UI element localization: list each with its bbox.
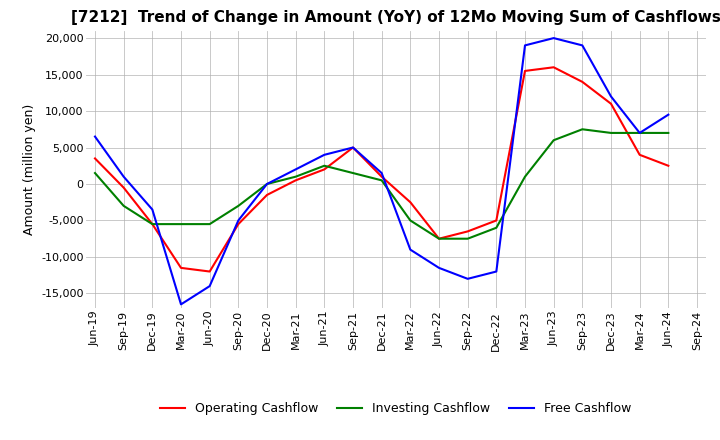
Free Cashflow xyxy=(521,43,529,48)
Investing Cashflow xyxy=(607,130,616,136)
Operating Cashflow xyxy=(521,68,529,73)
Operating Cashflow xyxy=(120,185,128,190)
Operating Cashflow xyxy=(377,174,386,180)
Free Cashflow xyxy=(377,170,386,176)
Free Cashflow xyxy=(320,152,328,158)
Operating Cashflow xyxy=(234,221,243,227)
Legend: Operating Cashflow, Investing Cashflow, Free Cashflow: Operating Cashflow, Investing Cashflow, … xyxy=(156,397,636,420)
Free Cashflow xyxy=(205,283,214,289)
Investing Cashflow xyxy=(664,130,672,136)
Investing Cashflow xyxy=(406,218,415,223)
Operating Cashflow xyxy=(635,152,644,158)
Free Cashflow xyxy=(91,134,99,139)
Title: [7212]  Trend of Change in Amount (YoY) of 12Mo Moving Sum of Cashflows: [7212] Trend of Change in Amount (YoY) o… xyxy=(71,11,720,26)
Investing Cashflow xyxy=(320,163,328,169)
Operating Cashflow xyxy=(91,156,99,161)
Operating Cashflow xyxy=(205,269,214,274)
Operating Cashflow xyxy=(549,65,558,70)
Free Cashflow xyxy=(292,167,300,172)
Operating Cashflow xyxy=(492,218,500,223)
Operating Cashflow xyxy=(464,229,472,234)
Operating Cashflow xyxy=(176,265,185,271)
Investing Cashflow xyxy=(234,203,243,209)
Investing Cashflow xyxy=(521,174,529,180)
Operating Cashflow xyxy=(406,200,415,205)
Free Cashflow xyxy=(263,181,271,187)
Free Cashflow xyxy=(435,265,444,271)
Free Cashflow xyxy=(607,94,616,99)
Free Cashflow xyxy=(578,43,587,48)
Operating Cashflow xyxy=(292,178,300,183)
Investing Cashflow xyxy=(91,170,99,176)
Investing Cashflow xyxy=(292,174,300,180)
Free Cashflow xyxy=(176,302,185,307)
Operating Cashflow xyxy=(348,145,357,150)
Investing Cashflow xyxy=(205,221,214,227)
Free Cashflow xyxy=(406,247,415,252)
Free Cashflow xyxy=(120,174,128,180)
Line: Free Cashflow: Free Cashflow xyxy=(95,38,668,304)
Operating Cashflow xyxy=(664,163,672,169)
Line: Investing Cashflow: Investing Cashflow xyxy=(95,129,668,238)
Operating Cashflow xyxy=(320,167,328,172)
Free Cashflow xyxy=(635,130,644,136)
Investing Cashflow xyxy=(549,138,558,143)
Line: Operating Cashflow: Operating Cashflow xyxy=(95,67,668,271)
Operating Cashflow xyxy=(607,101,616,106)
Investing Cashflow xyxy=(578,127,587,132)
Y-axis label: Amount (million yen): Amount (million yen) xyxy=(22,104,35,235)
Operating Cashflow xyxy=(435,236,444,241)
Investing Cashflow xyxy=(120,203,128,209)
Free Cashflow xyxy=(234,218,243,223)
Investing Cashflow xyxy=(348,170,357,176)
Investing Cashflow xyxy=(435,236,444,241)
Investing Cashflow xyxy=(635,130,644,136)
Investing Cashflow xyxy=(148,221,157,227)
Investing Cashflow xyxy=(377,178,386,183)
Investing Cashflow xyxy=(263,181,271,187)
Investing Cashflow xyxy=(492,225,500,231)
Free Cashflow xyxy=(348,145,357,150)
Investing Cashflow xyxy=(176,221,185,227)
Free Cashflow xyxy=(549,36,558,41)
Free Cashflow xyxy=(148,207,157,212)
Operating Cashflow xyxy=(578,79,587,84)
Free Cashflow xyxy=(464,276,472,282)
Free Cashflow xyxy=(492,269,500,274)
Operating Cashflow xyxy=(263,192,271,198)
Investing Cashflow xyxy=(464,236,472,241)
Operating Cashflow xyxy=(148,221,157,227)
Free Cashflow xyxy=(664,112,672,117)
